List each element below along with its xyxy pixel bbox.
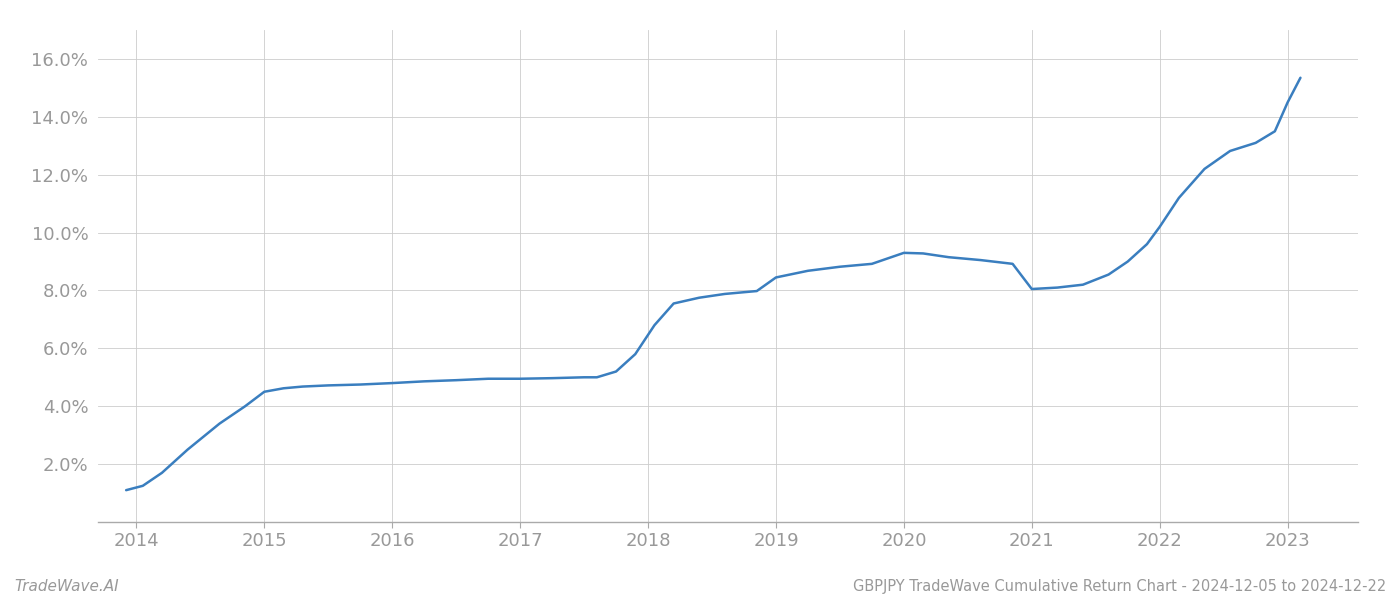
Text: GBPJPY TradeWave Cumulative Return Chart - 2024-12-05 to 2024-12-22: GBPJPY TradeWave Cumulative Return Chart… [853, 579, 1386, 594]
Text: TradeWave.AI: TradeWave.AI [14, 579, 119, 594]
